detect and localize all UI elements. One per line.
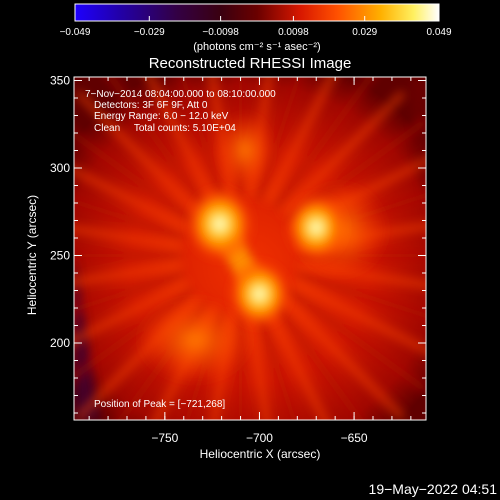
emission-source [285,193,347,262]
clean-artifact-streak [280,295,406,420]
clean-artifact-streak [292,279,426,354]
y-tick-label: 250 [50,249,70,263]
footer-date: 19−May−2022 04:51 [369,481,498,497]
colorbar-tick-label: 0.029 [352,27,377,38]
clean-artifact-streak [145,77,217,204]
colorbar-tick-label: 0.0098 [278,27,309,38]
clean-artifact-streak [74,261,182,286]
clean-artifact-streak [74,166,189,232]
colorbar [74,3,440,22]
info-line-clean: Clean Total counts: 5.10E+04 [94,123,236,134]
chart-title: Reconstructed RHESSI Image [149,55,352,72]
emission-source [185,186,254,262]
info-line-detectors: Detectors: 3F 6F 9F, Att 0 [94,100,208,111]
y-tick-label: 350 [50,74,70,88]
clean-artifact-streak [287,287,426,394]
clean-artifact-streak [255,311,298,420]
clean-artifact-streak [106,77,209,210]
clean-artifact-streak [272,77,375,210]
x-axis-label: Heliocentric X (arcsec) [200,447,321,461]
colorbar-tick-label: −0.0098 [202,27,239,38]
clean-artifact-streak [74,270,185,314]
colorbar-tick-label: −0.029 [134,27,165,38]
clean-artifact-streak [178,77,226,200]
colorbar-ticks: −0.049 −0.029 −0.0098 0.0098 0.029 0.049 [60,16,452,38]
x-tick-label: −650 [341,431,368,445]
y-tick-label: 200 [50,336,70,350]
emission-source [228,259,291,329]
clean-artifact-streak [74,197,185,241]
info-block: 7−Nov−2014 08:04:00.000 to 08:10:00.000 … [85,89,276,134]
x-tick-label: −750 [151,431,178,445]
clean-artifact-streak [280,90,406,216]
y-tick-label: 300 [50,161,70,175]
x-axis: −750 −700 −650 [88,77,412,445]
x-tick-label: −700 [246,431,273,445]
clean-artifact-streak [264,307,329,420]
colorbar-tick-label: 0.049 [426,27,451,38]
clean-artifact-streak [74,225,182,250]
clean-artifact-streak [272,301,365,420]
heatmap-image [74,77,426,420]
colorbar-tick-label: −0.049 [60,27,91,38]
y-axis-label: Heliocentric Y (arcsec) [25,195,39,315]
info-line-energy: Energy Range: 6.0 − 12.0 keV [94,111,229,122]
peak-position-label: Position of Peak = [−721,268] [94,399,225,410]
colorbar-units-label: (photons cm⁻² s⁻¹ asec⁻²) [193,41,320,53]
clean-artifact-streak [75,90,201,216]
y-axis: 200 250 300 350 [50,74,426,414]
clean-artifact-streak [74,279,189,345]
clean-artifact-streak [296,270,426,320]
info-line-time: 7−Nov−2014 08:04:00.000 to 08:10:00.000 [85,89,276,100]
plot-frame [73,76,427,421]
clean-artifact-streak [74,130,195,224]
clean-artifact-streak [264,77,336,204]
